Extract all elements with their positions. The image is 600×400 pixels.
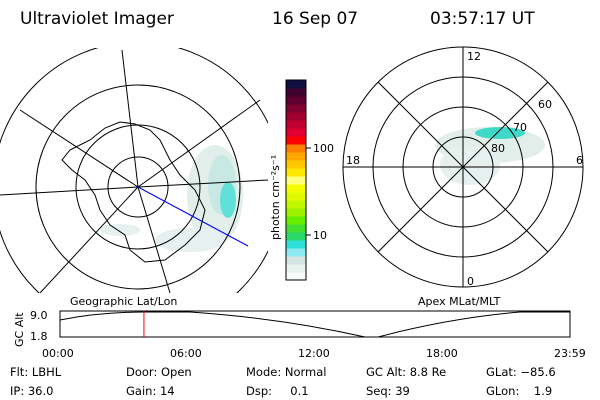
colorbar-swatch xyxy=(286,208,306,217)
x-tick-1200: 12:00 xyxy=(298,347,330,360)
colorbar-swatch xyxy=(286,80,306,89)
ip-info: IP: 36.0 xyxy=(10,384,53,398)
gain-info: Gain: 14 xyxy=(126,384,175,398)
y-tick-1.8: 1.8 xyxy=(30,330,48,343)
mlt-18: 18 xyxy=(346,154,360,167)
colorbar-frame xyxy=(285,79,307,281)
mlt-0: 0 xyxy=(467,275,474,288)
colorbar-swatch xyxy=(286,184,306,193)
apex-map xyxy=(342,46,584,288)
colorbar-unit-label: photon cm⁻²s⁻¹ xyxy=(269,155,282,240)
dsp-info: Dsp: 0.1 xyxy=(246,384,309,398)
x-tick-1800: 18:00 xyxy=(426,347,458,360)
colorbar xyxy=(286,80,306,281)
colorbar-swatch xyxy=(286,176,306,185)
colorbar-swatch xyxy=(286,192,306,201)
colorbar-tick-10: 10 xyxy=(313,229,327,242)
colorbar-swatch xyxy=(286,272,306,281)
date-label: 16 Sep 07 xyxy=(272,9,358,29)
colorbar-swatch xyxy=(286,144,306,153)
antarctica-coastline xyxy=(61,121,206,263)
colorbar-swatch xyxy=(286,96,306,105)
altitude-timeline xyxy=(59,310,571,338)
geographic-map xyxy=(0,48,268,293)
right-map-label: Apex MLat/MLT xyxy=(418,295,501,308)
mlat-60: 60 xyxy=(538,98,552,111)
glat-info: GLat: −85.6 xyxy=(486,365,556,379)
colorbar-swatch xyxy=(286,104,306,113)
colorbar-swatch xyxy=(286,136,306,145)
mlt-12: 12 xyxy=(467,50,481,63)
colorbar-swatch xyxy=(286,224,306,233)
sun-direction-line xyxy=(137,186,249,247)
colorbar-swatch xyxy=(286,168,306,177)
aurora-emission-left xyxy=(100,145,243,252)
colorbar-swatch xyxy=(286,128,306,137)
colorbar-swatch xyxy=(286,200,306,209)
mode-info: Mode: Normal xyxy=(246,365,326,379)
x-tick-0600: 06:00 xyxy=(170,347,202,360)
colorbar-swatch xyxy=(286,152,306,161)
colorbar-swatch xyxy=(286,120,306,129)
x-tick-0000: 00:00 xyxy=(42,347,74,360)
colorbar-swatch xyxy=(286,88,306,97)
colorbar-swatch xyxy=(286,232,306,241)
mlat-80: 80 xyxy=(491,142,505,155)
timeline-ylabel: GC Alt xyxy=(13,312,26,347)
colorbar-swatch xyxy=(286,248,306,257)
y-tick-9: 9.0 xyxy=(30,309,48,322)
gc-alt-info: GC Alt: 8.8 Re xyxy=(366,365,446,379)
colorbar-swatch xyxy=(286,264,306,273)
filter-info: Flt: LBHL xyxy=(10,365,62,379)
x-tick-2359: 23:59 xyxy=(554,347,586,360)
door-info: Door: Open xyxy=(126,365,192,379)
seq-info: Seq: 39 xyxy=(366,384,410,398)
colorbar-swatch xyxy=(286,256,306,265)
mlt-6: 6 xyxy=(576,154,583,167)
colorbar-swatch xyxy=(286,112,306,121)
mlat-70: 70 xyxy=(513,121,527,134)
colorbar-swatch xyxy=(286,240,306,249)
colorbar-tick-100: 100 xyxy=(313,142,334,155)
colorbar-swatch xyxy=(286,160,306,169)
left-map-label: Geographic Lat/Lon xyxy=(70,295,177,308)
time-label: 03:57:17 UT xyxy=(430,9,535,29)
colorbar-swatch xyxy=(286,216,306,225)
glon-info: GLon: 1.9 xyxy=(486,384,552,398)
instrument-title: Ultraviolet Imager xyxy=(20,9,174,29)
